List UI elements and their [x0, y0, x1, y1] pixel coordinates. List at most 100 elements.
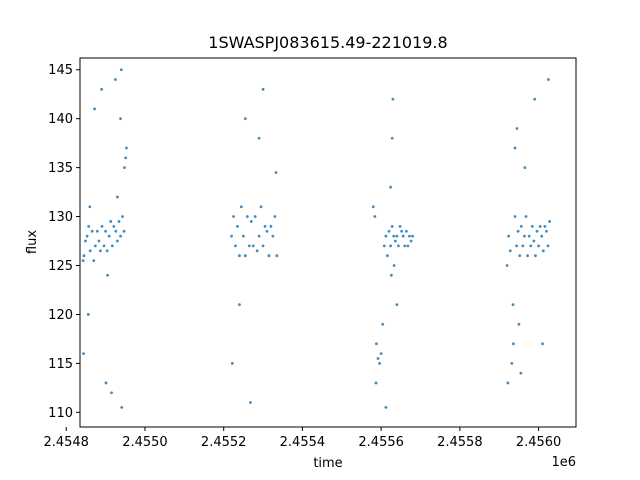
data-point [371, 205, 375, 209]
data-point [238, 303, 241, 307]
plot-frame [79, 57, 577, 428]
data-point [230, 234, 233, 238]
data-point [379, 352, 383, 355]
data-point [93, 244, 97, 248]
data-point [100, 87, 104, 91]
data-point [391, 97, 395, 101]
data-point [384, 406, 388, 409]
data-point [120, 406, 124, 409]
data-point [529, 244, 533, 248]
data-point [517, 322, 521, 326]
data-point [397, 244, 400, 248]
data-point [249, 401, 252, 404]
data-point [251, 244, 255, 248]
data-point [548, 220, 552, 223]
data-point [263, 224, 267, 228]
data-point [274, 171, 278, 174]
data-point [374, 381, 378, 385]
data-point [253, 215, 257, 218]
data-point [515, 127, 519, 130]
data-point [511, 303, 515, 307]
data-point [513, 146, 517, 150]
y-tick-label: 130 [48, 210, 73, 225]
x-tick-label: 2.4558 [437, 435, 483, 450]
data-point [521, 244, 525, 248]
x-tick-label: 2.4556 [358, 435, 404, 450]
data-point [273, 215, 277, 218]
data-point [382, 244, 386, 248]
data-point [92, 259, 96, 263]
data-point [122, 229, 126, 233]
data-point [97, 239, 101, 243]
data-point [532, 239, 536, 243]
data-point [243, 117, 247, 121]
data-point [119, 117, 122, 121]
y-tick-label: 145 [48, 63, 73, 78]
data-point [106, 273, 109, 277]
data-point [240, 205, 243, 209]
data-point [271, 234, 275, 238]
data-point [124, 156, 128, 160]
data-point [95, 229, 99, 233]
data-point [510, 361, 514, 365]
data-point [261, 87, 265, 91]
data-point [393, 239, 397, 243]
data-point [404, 229, 408, 233]
data-point [537, 244, 540, 248]
data-point [93, 107, 96, 111]
data-point [116, 195, 119, 199]
data-point [392, 264, 396, 267]
data-point [516, 229, 520, 233]
data-point [534, 254, 537, 258]
data-point [249, 220, 253, 223]
data-point [247, 244, 251, 248]
data-point [384, 234, 388, 238]
data-point [387, 229, 391, 233]
data-point [527, 234, 531, 238]
y-tick-label: 115 [48, 357, 73, 372]
data-point [411, 234, 415, 238]
data-point [102, 244, 106, 248]
data-point [116, 239, 119, 243]
data-point [112, 224, 116, 228]
data-point [400, 229, 404, 233]
x-tick-label: 2.4560 [516, 435, 562, 450]
data-point [523, 166, 527, 170]
data-point [390, 224, 394, 228]
y-tick-label: 110 [48, 406, 73, 421]
data-point [409, 239, 413, 243]
data-point [389, 273, 393, 277]
data-point [378, 361, 381, 365]
data-point [375, 342, 378, 346]
data-point [540, 234, 544, 238]
data-point [508, 249, 512, 253]
data-point [267, 254, 271, 258]
chart-title: 1SWASPJ083615.49-221019.8 [208, 33, 447, 52]
data-point [81, 259, 85, 263]
x-axis-ticks: 2.4548 2.4550 2.4552 2.4554 2.4556 2.4558 2.45… [43, 427, 561, 450]
x-tick-label: 2.4550 [122, 435, 168, 450]
data-point [238, 254, 241, 258]
y-axis-label: flux [25, 230, 40, 254]
data-point [82, 352, 85, 355]
data-point [100, 224, 104, 228]
x-tick-label: 2.4554 [280, 435, 326, 450]
data-point [523, 234, 526, 238]
data-point [515, 244, 518, 248]
data-point [505, 264, 509, 267]
data-point [513, 215, 517, 218]
data-point [390, 136, 394, 140]
data-point [114, 229, 118, 233]
data-point [243, 254, 247, 258]
data-point [236, 224, 239, 228]
data-point [546, 244, 550, 248]
data-point [90, 229, 94, 233]
y-tick-label: 125 [48, 259, 73, 274]
data-point [87, 224, 91, 228]
data-point [125, 146, 128, 150]
y-tick-label: 140 [48, 112, 73, 127]
data-point [545, 229, 548, 233]
data-point [121, 215, 124, 218]
data-point [406, 244, 410, 248]
data-point [376, 357, 380, 360]
